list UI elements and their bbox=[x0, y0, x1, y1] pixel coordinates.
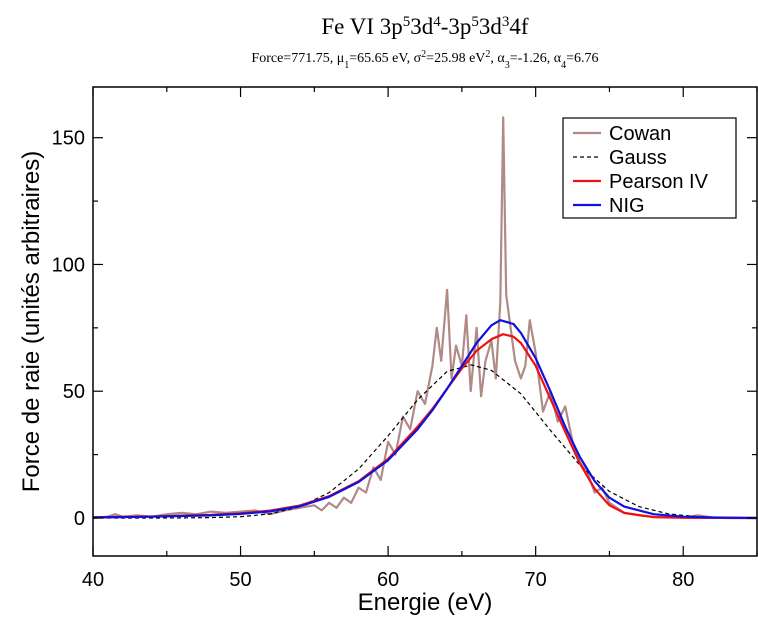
x-tick-label: 50 bbox=[229, 569, 251, 591]
series-line-nig bbox=[92, 319, 758, 520]
legend-label-cowan: Cowan bbox=[609, 123, 671, 145]
x-tick-label: 80 bbox=[672, 569, 694, 591]
y-tick-label: 0 bbox=[74, 508, 85, 530]
series-line-pearson-iv bbox=[92, 333, 758, 520]
x-tick-label: 70 bbox=[525, 569, 547, 591]
x-axis-label: Energie (eV) bbox=[358, 589, 493, 616]
series-line-gauss bbox=[93, 364, 758, 519]
y-tick-label: 50 bbox=[63, 381, 85, 403]
y-axis-label: Force de raie (unités arbitraires) bbox=[18, 151, 45, 492]
chart-subtitle: Force=771.75, μ1=65.65 eV, σ2=25.98 eV2,… bbox=[251, 49, 598, 71]
plot-frame bbox=[92, 86, 758, 557]
legend-label-pearson-iv: Pearson IV bbox=[609, 171, 709, 193]
legend-label-nig: NIG bbox=[609, 195, 645, 217]
x-tick-label: 60 bbox=[377, 569, 399, 591]
legend-label-gauss: Gauss bbox=[609, 147, 667, 169]
y-tick-label: 150 bbox=[52, 128, 85, 150]
legend-box bbox=[562, 117, 737, 219]
chart-title: Fe VI 3p53d4-3p53d34f bbox=[321, 14, 529, 39]
y-tick-label: 100 bbox=[52, 254, 85, 276]
x-tick-label: 40 bbox=[82, 569, 104, 591]
